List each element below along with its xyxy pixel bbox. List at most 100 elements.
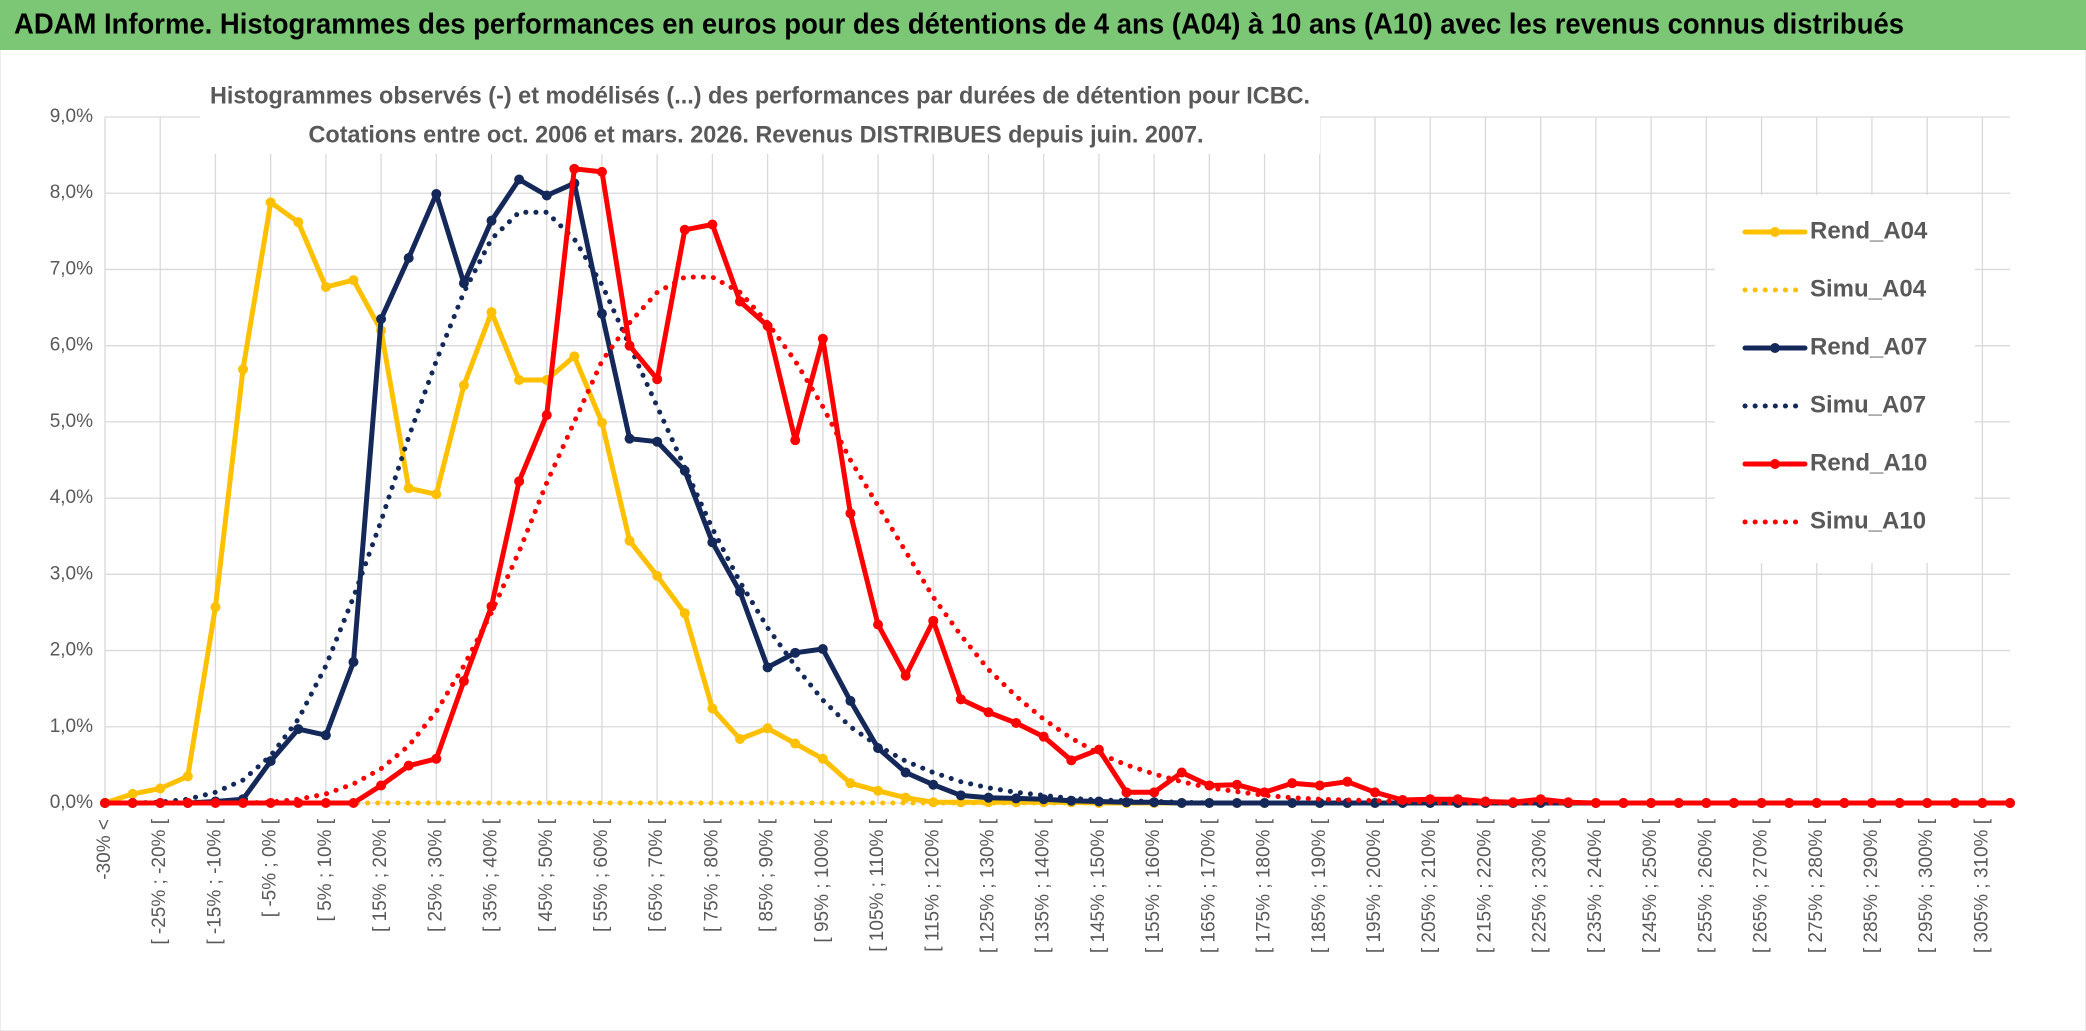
data-point xyxy=(403,760,414,771)
data-point xyxy=(238,798,249,808)
data-point xyxy=(652,570,663,581)
data-point xyxy=(817,644,828,655)
x-tick-label: [ 95% ; 100% [ xyxy=(812,818,833,942)
data-point xyxy=(762,723,773,734)
x-tick-label: [ 25% ; 30% [ xyxy=(425,818,446,932)
x-tick-label: [ -25% ; -20% [ xyxy=(149,818,170,944)
data-point xyxy=(1176,767,1187,778)
data-point xyxy=(1370,787,1380,798)
x-tick-label: [ 65% ; 70% [ xyxy=(646,818,667,932)
x-tick-label: [ 85% ; 90% [ xyxy=(757,818,778,932)
data-point xyxy=(790,738,801,749)
title-background xyxy=(200,76,1320,154)
legend-marker xyxy=(1770,343,1780,353)
data-point xyxy=(569,163,580,174)
data-point xyxy=(624,535,635,546)
data-point xyxy=(790,647,801,658)
data-point xyxy=(458,676,469,687)
data-point xyxy=(182,771,193,782)
data-point xyxy=(210,602,221,613)
data-point xyxy=(735,586,745,597)
data-point xyxy=(376,780,387,791)
y-tick-label: 1,0% xyxy=(50,716,93,737)
x-tick-label: [ 275% ; 280% [ xyxy=(1806,818,1827,953)
data-point xyxy=(707,703,718,714)
data-point xyxy=(652,436,663,447)
data-point xyxy=(403,253,414,264)
x-tick-label: [ 265% ; 270% [ xyxy=(1751,818,1772,953)
data-point xyxy=(1231,779,1242,790)
data-point xyxy=(293,724,304,735)
y-tick-label: 6,0% xyxy=(50,335,93,356)
x-tick-label: -30% < xyxy=(94,819,115,880)
data-point xyxy=(348,275,359,286)
data-point xyxy=(1011,793,1022,804)
data-point xyxy=(817,333,828,344)
x-tick-label: [ 245% ; 250% [ xyxy=(1640,818,1661,953)
x-tick-label: [ 255% ; 260% [ xyxy=(1695,818,1716,953)
data-point xyxy=(845,695,856,706)
data-point xyxy=(1231,798,1242,808)
data-point xyxy=(1093,744,1104,755)
legend-label: Rend_A07 xyxy=(1810,333,1927,360)
x-tick-label: [ 45% ; 50% [ xyxy=(536,818,557,932)
data-point xyxy=(900,670,911,681)
data-point xyxy=(735,296,745,307)
model-line xyxy=(102,274,2013,806)
data-point xyxy=(486,215,497,226)
data-point xyxy=(1038,731,1049,742)
data-point xyxy=(1287,778,1298,789)
data-point xyxy=(624,340,635,351)
legend-label: Rend_A04 xyxy=(1810,217,1928,244)
data-point xyxy=(348,798,359,808)
data-point xyxy=(955,694,966,705)
x-tick-label: [ 215% ; 220% [ xyxy=(1474,818,1495,953)
x-tick-label: [ 125% ; 130% [ xyxy=(977,818,998,953)
data-point xyxy=(376,313,387,324)
data-point xyxy=(403,483,414,494)
data-point xyxy=(293,217,304,228)
x-tick-label: [ -15% ; -10% [ xyxy=(204,818,225,944)
data-point xyxy=(679,465,690,476)
data-point xyxy=(1784,798,1795,808)
data-point xyxy=(735,733,745,744)
data-point xyxy=(514,174,525,185)
data-point xyxy=(1066,755,1077,766)
x-tick-label: [ 15% ; 20% [ xyxy=(370,818,391,932)
data-point xyxy=(1121,787,1132,798)
data-point xyxy=(1811,798,1822,808)
data-point xyxy=(431,489,442,500)
x-tick-label: [ 5% ; 10% [ xyxy=(315,818,336,921)
data-point xyxy=(1314,780,1325,791)
data-point xyxy=(541,190,552,201)
data-point xyxy=(983,792,994,803)
data-point xyxy=(320,281,331,292)
data-point xyxy=(707,219,718,230)
x-tick-label: [ 155% ; 160% [ xyxy=(1143,818,1164,953)
x-tick-label: [ 235% ; 240% [ xyxy=(1585,818,1606,953)
data-point xyxy=(790,435,801,446)
data-point xyxy=(928,615,939,626)
data-point xyxy=(596,166,607,177)
legend-marker xyxy=(1770,459,1780,469)
x-tick-label: [ 195% ; 200% [ xyxy=(1364,818,1385,953)
data-point xyxy=(320,730,331,741)
data-point xyxy=(127,798,138,808)
data-point xyxy=(514,476,525,487)
data-point xyxy=(679,608,690,619)
x-tick-label: [ 115% ; 120% [ xyxy=(922,818,943,951)
data-point xyxy=(596,417,607,428)
data-point xyxy=(845,508,856,519)
x-tick-label: [ 105% ; 110% [ xyxy=(867,818,888,951)
y-tick-label: 8,0% xyxy=(50,182,93,203)
data-point xyxy=(238,364,249,375)
legend-label: Simu_A04 xyxy=(1810,275,1927,302)
legend-label: Simu_A10 xyxy=(1810,507,1926,534)
x-tick-label: [ 55% ; 60% [ xyxy=(591,818,612,932)
y-tick-label: 5,0% xyxy=(50,411,93,432)
x-tick-label: [ 185% ; 190% [ xyxy=(1309,818,1330,953)
data-point xyxy=(348,656,359,667)
data-point xyxy=(1149,787,1160,798)
y-tick-label: 3,0% xyxy=(50,563,93,584)
